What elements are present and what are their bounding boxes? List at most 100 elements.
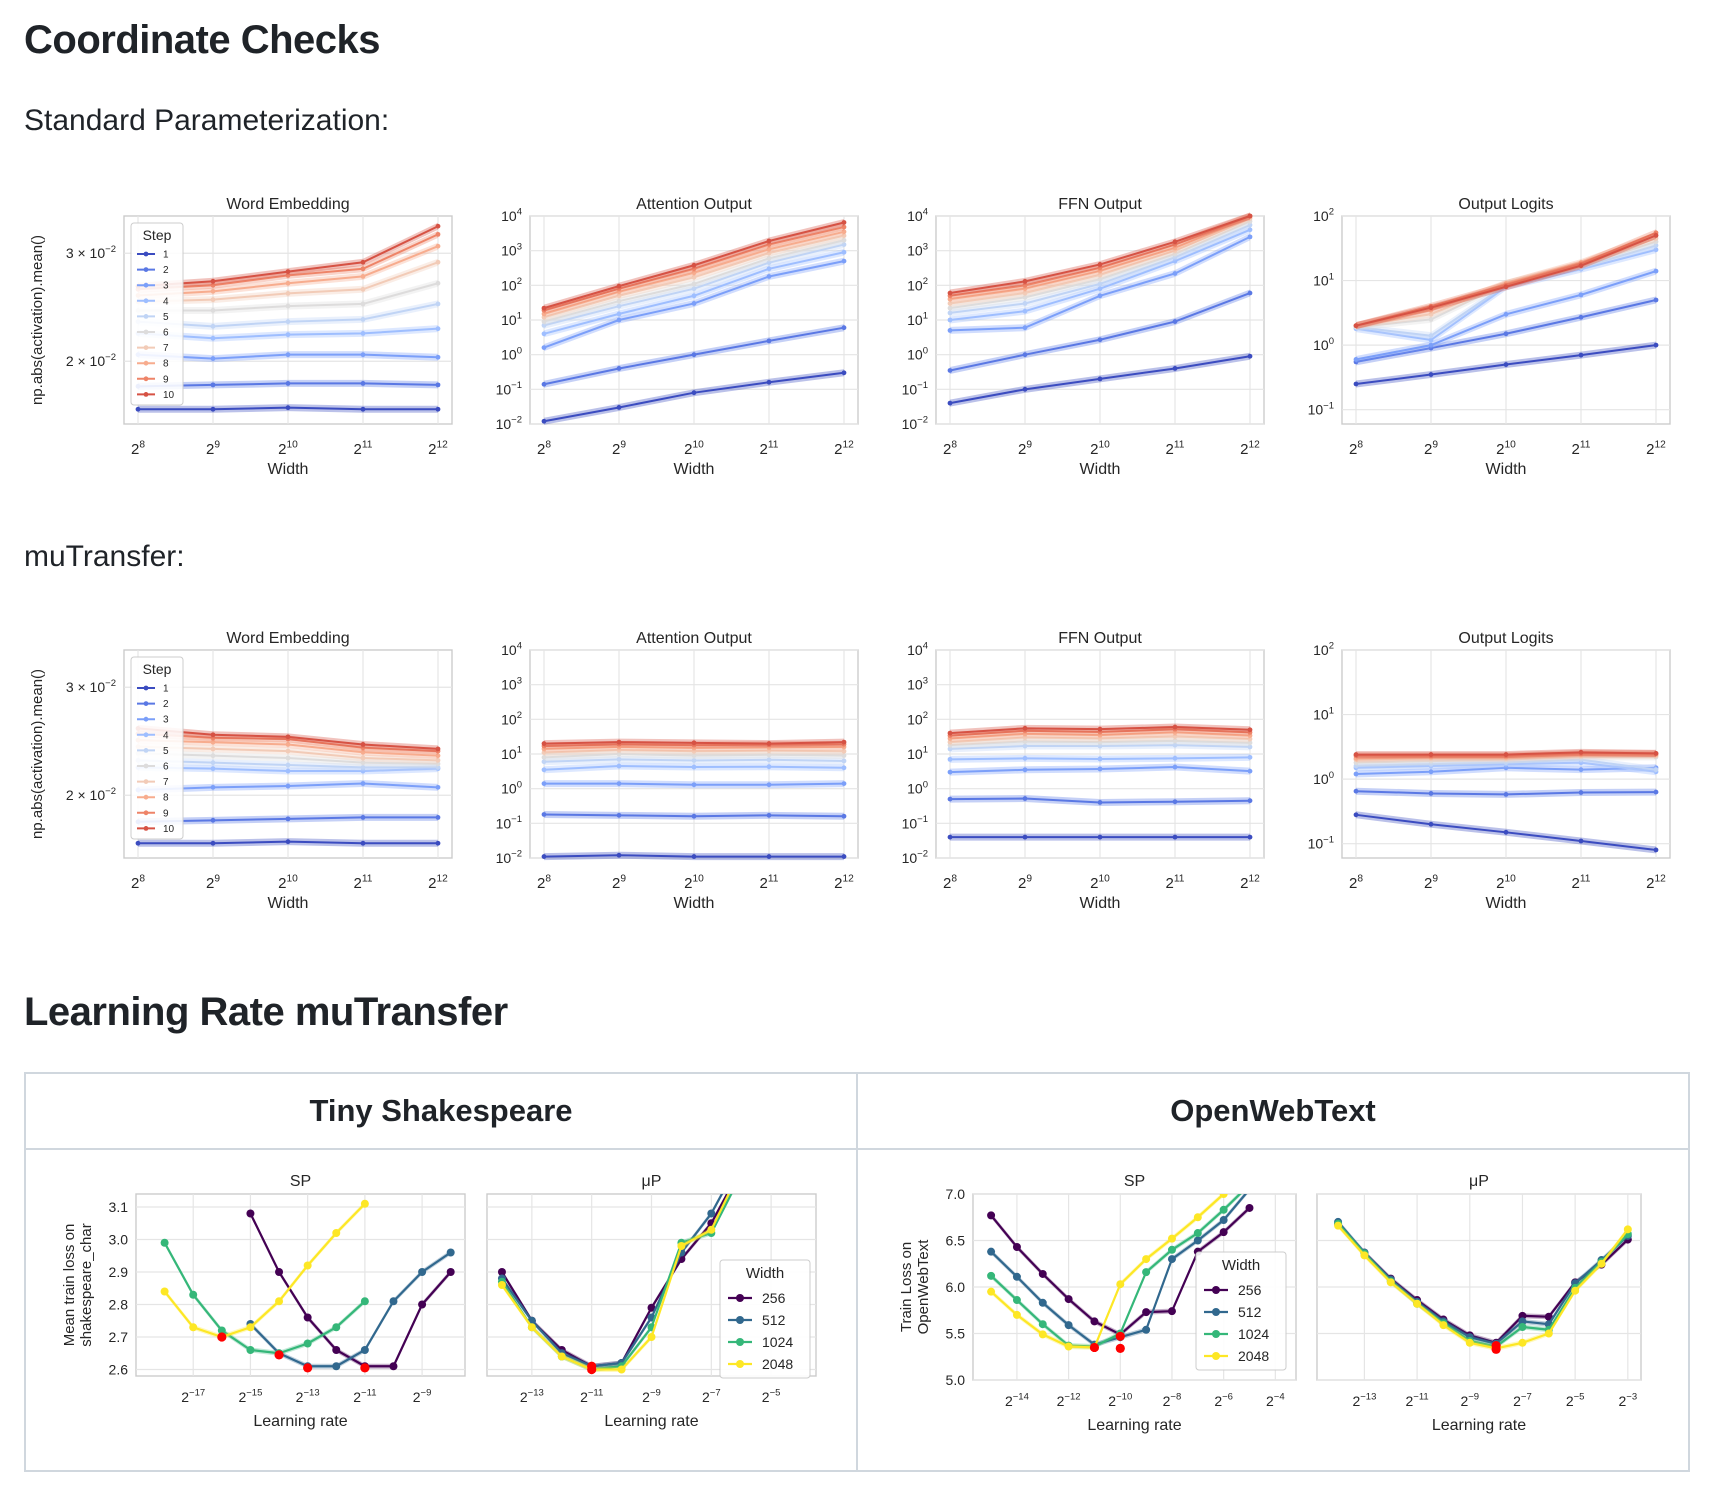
legend-label: 512 bbox=[762, 1312, 786, 1328]
data-point bbox=[1022, 278, 1028, 284]
data-point bbox=[1193, 1213, 1202, 1222]
legend-swatch-dot bbox=[736, 1360, 744, 1368]
data-point bbox=[210, 766, 216, 772]
data-point bbox=[841, 739, 847, 745]
data-point bbox=[360, 840, 366, 846]
legend-box bbox=[130, 222, 184, 406]
data-point bbox=[1334, 1221, 1343, 1230]
data-point bbox=[285, 290, 291, 296]
data-point bbox=[1167, 1255, 1176, 1264]
table-cell-tiny-shakespeare: 2−17 2−15 2−13 2−11 2−9 2.6 2.7 2.8 2.9 3.0 3.1 SP L… bbox=[24, 1148, 858, 1472]
y-tick-label: 10−1 bbox=[496, 814, 522, 831]
lr-mutransfer-table: Tiny Shakespeare OpenWebText 2−17 2−15 2−1… bbox=[24, 1072, 1690, 1472]
data-point bbox=[841, 233, 847, 239]
data-point bbox=[766, 379, 772, 385]
legend-swatch-dot bbox=[736, 1338, 744, 1346]
y-tick-label: 2.9 bbox=[109, 1264, 129, 1280]
data-point bbox=[737, 1164, 745, 1172]
data-point bbox=[1022, 386, 1028, 392]
x-tick-label: 211 bbox=[1166, 873, 1185, 892]
data-point bbox=[1428, 337, 1434, 343]
data-point bbox=[947, 317, 953, 323]
data-point bbox=[841, 237, 847, 243]
data-point bbox=[1219, 1216, 1228, 1225]
data-point bbox=[1097, 756, 1103, 762]
legend-title: Width bbox=[746, 1265, 784, 1282]
legend-swatch-dot bbox=[143, 298, 149, 304]
data-point bbox=[285, 783, 291, 789]
data-point bbox=[435, 753, 441, 759]
y-tick-label: 6.5 bbox=[946, 1233, 966, 1249]
series-line bbox=[249, 1251, 452, 1368]
data-point bbox=[766, 741, 772, 746]
data-point bbox=[947, 310, 953, 316]
data-point bbox=[303, 1261, 312, 1270]
mu-coord-check-figure: 3 × 10−2 2 × 10−2 Word Embedding 28 29 210 211… bbox=[0, 614, 1710, 924]
data-point bbox=[841, 224, 847, 230]
x-axis-label: Width bbox=[1080, 895, 1121, 912]
legend-label: 2 bbox=[163, 699, 169, 710]
data-point bbox=[541, 812, 547, 817]
x-tick-label: 210 bbox=[1090, 439, 1110, 458]
data-point bbox=[360, 742, 366, 747]
legend-label: 8 bbox=[163, 793, 169, 804]
y-tick-label: 10−2 bbox=[496, 415, 522, 432]
data-point bbox=[210, 297, 216, 303]
x-tick-label: 2−11 bbox=[353, 1388, 376, 1405]
data-point bbox=[766, 260, 772, 266]
data-point bbox=[947, 328, 953, 333]
data-point bbox=[303, 1313, 312, 1322]
data-point bbox=[1022, 352, 1028, 358]
data-point bbox=[360, 259, 366, 265]
data-point bbox=[1247, 727, 1253, 733]
data-point bbox=[947, 290, 953, 296]
y-tick-label: 104 bbox=[907, 641, 929, 658]
data-point bbox=[1578, 263, 1584, 269]
x-tick-label: 2−11 bbox=[580, 1388, 603, 1405]
data-point bbox=[217, 1326, 226, 1335]
data-point bbox=[1247, 290, 1253, 296]
y-tick-label: 7.0 bbox=[946, 1186, 966, 1202]
data-point bbox=[1172, 245, 1178, 251]
data-point bbox=[135, 406, 141, 412]
data-point bbox=[1064, 1321, 1073, 1330]
data-point bbox=[210, 732, 216, 738]
x-tick-label: 2−3 bbox=[1619, 1392, 1638, 1409]
data-point bbox=[1653, 268, 1659, 274]
chart-title: Output Logits bbox=[1458, 630, 1553, 647]
data-point bbox=[987, 1211, 996, 1220]
chart-title: SP bbox=[1124, 1173, 1145, 1190]
data-point bbox=[1022, 286, 1028, 292]
legend-label: 3 bbox=[163, 715, 169, 726]
data-point bbox=[616, 739, 622, 745]
x-tick-label: 212 bbox=[428, 873, 448, 892]
data-point bbox=[285, 319, 291, 325]
data-point bbox=[1428, 342, 1434, 348]
data-point bbox=[647, 1303, 656, 1312]
data-point bbox=[1578, 838, 1584, 844]
data-point bbox=[616, 852, 622, 858]
series-band bbox=[1356, 231, 1656, 330]
legend-label: 4 bbox=[163, 730, 169, 741]
data-point bbox=[1428, 311, 1434, 317]
data-point bbox=[987, 1271, 996, 1280]
legend-swatch-dot bbox=[1212, 1286, 1220, 1294]
x-tick-label: 2−15 bbox=[238, 1388, 262, 1405]
data-point bbox=[691, 390, 697, 396]
heading-mutransfer: muTransfer: bbox=[24, 540, 185, 573]
series-band bbox=[164, 1201, 365, 1340]
y-tick-label: 2.7 bbox=[109, 1329, 129, 1345]
data-point bbox=[210, 406, 216, 412]
data-point bbox=[766, 782, 772, 788]
data-point bbox=[947, 368, 953, 373]
chart-title: Word Embedding bbox=[226, 196, 349, 213]
data-point bbox=[1038, 1298, 1047, 1307]
legend-label: 2 bbox=[163, 265, 169, 276]
data-point bbox=[766, 338, 772, 344]
data-point bbox=[691, 764, 697, 770]
data-point bbox=[1653, 847, 1659, 853]
legend-label: 9 bbox=[163, 374, 169, 385]
table-cell-openwebtext: 2−14 2−12 2−10 2−8 2−6 2−4 5.0 5.5 6.0 6.5 7.0 SP Le… bbox=[856, 1148, 1690, 1472]
